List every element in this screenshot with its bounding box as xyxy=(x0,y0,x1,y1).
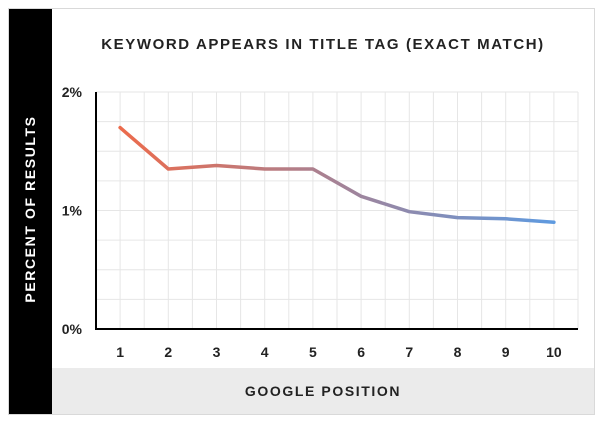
series-line xyxy=(118,125,556,225)
x-tick-label: 2 xyxy=(164,344,172,360)
chart-title: KEYWORD APPEARS IN TITLE TAG (EXACT MATC… xyxy=(101,36,545,53)
y-axis-label-band: PERCENT OF RESULTS xyxy=(9,9,52,414)
x-tick-label: 3 xyxy=(213,344,221,360)
line-chart: 0% 1% 2% 1 2 3 4 5 6 7 8 9 10 xyxy=(62,84,579,360)
y-tick-label: 1% xyxy=(62,203,83,219)
chart-card: PERCENT OF RESULTS KEYWORD APPEARS IN TI… xyxy=(8,8,595,415)
x-tick-label: 10 xyxy=(546,344,562,360)
x-tick-label: 1 xyxy=(116,344,124,360)
x-axis-label-band: GOOGLE POSITION xyxy=(52,368,594,414)
x-axis-label: GOOGLE POSITION xyxy=(244,383,402,399)
y-tick-label: 0% xyxy=(62,321,83,337)
x-tick-label: 4 xyxy=(261,344,269,360)
x-tick-label: 7 xyxy=(405,344,413,360)
x-tick-label: 9 xyxy=(502,344,510,360)
y-tick-label: 2% xyxy=(62,84,83,100)
x-tick-label: 5 xyxy=(309,344,317,360)
x-tick-label: 8 xyxy=(454,344,462,360)
x-tick-label: 6 xyxy=(357,344,365,360)
